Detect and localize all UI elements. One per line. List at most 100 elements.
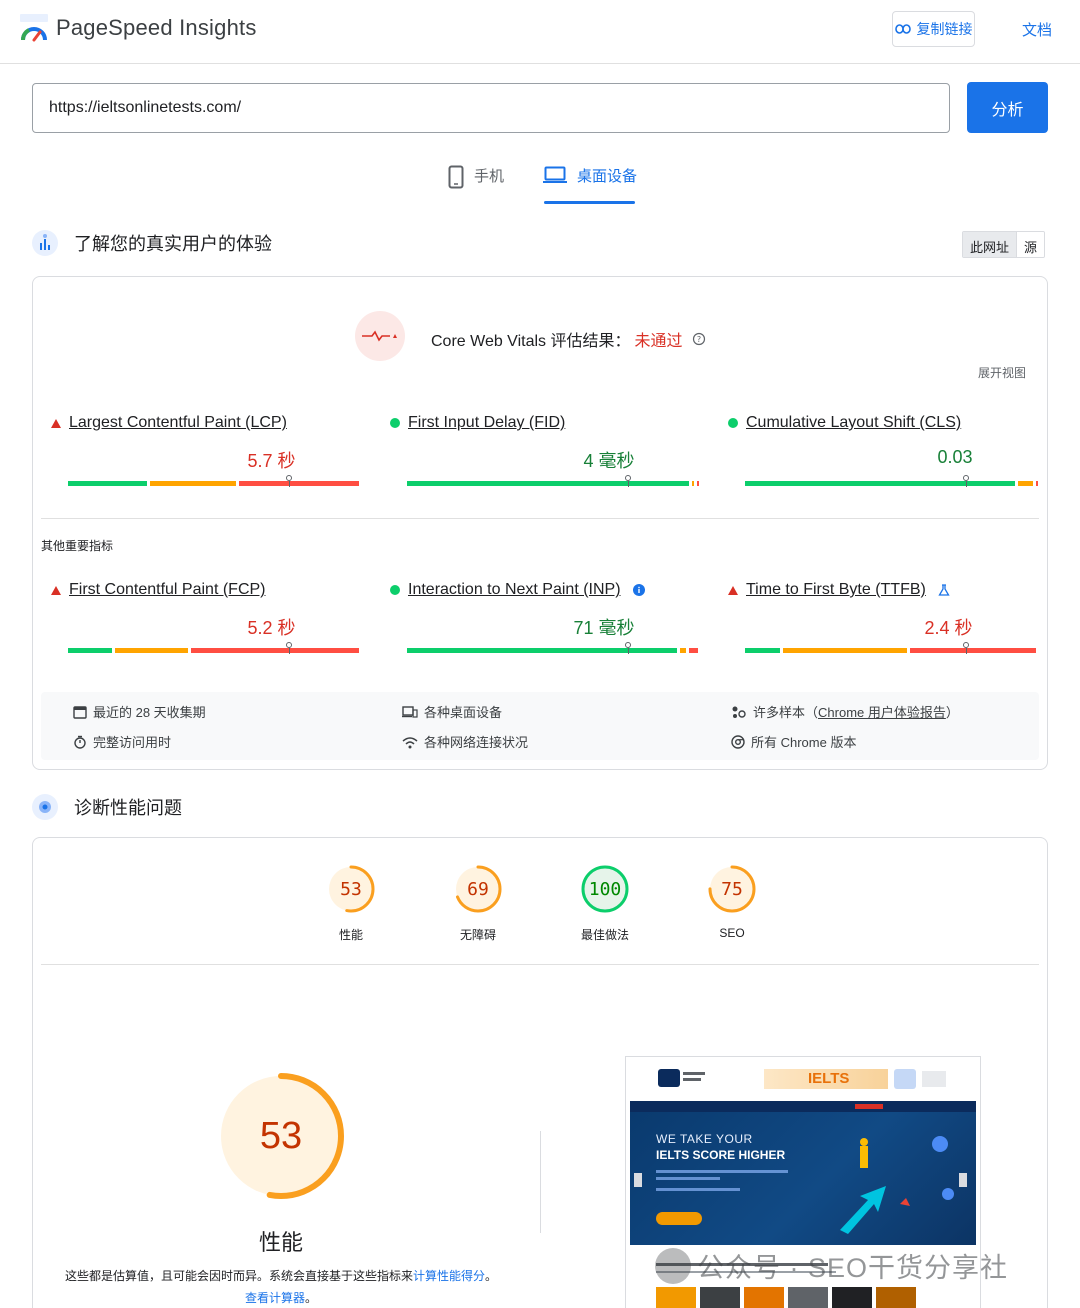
app-title: PageSpeed Insights bbox=[56, 15, 257, 40]
watermark-text: 公众号 · SEO干货分享社 bbox=[697, 1253, 1009, 1283]
metric-name-link[interactable]: First Input Delay (FID) bbox=[408, 414, 566, 431]
crux-report-link[interactable]: Chrome 用户体验报告 bbox=[818, 705, 946, 720]
score-value: 53 bbox=[340, 878, 362, 900]
copy-link-label: 复制链接 bbox=[916, 21, 973, 37]
core-web-vitals-card: Core Web Vitals 评估结果： 未通过 ? 展开视图 Largest… bbox=[32, 276, 1048, 770]
score-ring bbox=[581, 865, 629, 913]
metric-distribution-bar bbox=[68, 642, 362, 654]
toggle-this-url[interactable]: 此网址 bbox=[963, 232, 1018, 257]
url-input[interactable] bbox=[32, 83, 950, 133]
bar-average-segment bbox=[692, 481, 695, 486]
calc-score-link[interactable]: 计算性能得分 bbox=[412, 1269, 485, 1283]
score-gauge[interactable]: 53 bbox=[325, 863, 377, 915]
thumb-tile bbox=[788, 1287, 828, 1308]
bar-good-segment bbox=[407, 481, 690, 486]
thumb-next-arrow-icon bbox=[959, 1173, 967, 1187]
desc-sep: 。 bbox=[485, 1269, 498, 1283]
p75-marker-icon bbox=[962, 642, 969, 654]
metric-value: 4 毫秒 bbox=[583, 451, 635, 471]
score-gauge[interactable]: 100 bbox=[579, 863, 631, 915]
metric-distribution-bar bbox=[407, 475, 701, 487]
lighthouse-target-icon bbox=[32, 794, 58, 820]
docs-link[interactable]: 文档 bbox=[1022, 22, 1053, 39]
svg-text:?: ? bbox=[697, 335, 701, 344]
thumb-prev-arrow-icon bbox=[634, 1173, 642, 1187]
good-status-icon bbox=[728, 418, 738, 428]
performance-description: 这些都是估算值，且可能会因时而异。系统会直接基于这些指标来计算性能得分。查看计算… bbox=[63, 1265, 499, 1308]
performance-gauge-large: 53 bbox=[216, 1071, 346, 1201]
wechat-icon bbox=[655, 1247, 691, 1284]
info-network-text: 各种网络连接状况 bbox=[424, 735, 529, 750]
metric-inp: Interaction to Next Paint (INP) 71 毫秒 bbox=[390, 581, 698, 654]
metric-name-link[interactable]: Interaction to Next Paint (INP) bbox=[408, 581, 621, 598]
info-samples: 许多样本（ Chrome 用户体验报告） bbox=[731, 702, 959, 721]
p75-marker-icon bbox=[285, 475, 292, 487]
bar-poor-segment bbox=[1036, 481, 1039, 486]
diagnose-header: 诊断性能问题 bbox=[32, 794, 182, 820]
top-bar: PageSpeed Insights 复制链接 文档 bbox=[0, 0, 1080, 64]
bar-average-segment bbox=[783, 648, 907, 653]
help-icon[interactable]: ? bbox=[692, 332, 706, 346]
bar-poor-segment bbox=[909, 648, 1036, 653]
performance-title: 性能 bbox=[258, 1230, 303, 1255]
score-ring bbox=[454, 865, 502, 913]
laptop-icon bbox=[543, 166, 567, 183]
performance-ring bbox=[218, 1073, 344, 1199]
other-metrics-label: 其他重要指标 bbox=[41, 539, 114, 553]
cwv-result: 未通过 bbox=[634, 333, 683, 350]
thumb-tile bbox=[700, 1287, 740, 1308]
tab-mobile[interactable]: 手机 bbox=[448, 165, 504, 205]
app-logo[interactable]: PageSpeed Insights bbox=[20, 14, 257, 42]
desc-end: 。 bbox=[305, 1291, 318, 1305]
analyze-button[interactable]: 分析 bbox=[967, 82, 1048, 133]
score-value: 69 bbox=[467, 878, 489, 900]
info-samples-suffix: ） bbox=[945, 705, 959, 720]
experimental-flask-icon[interactable] bbox=[938, 584, 950, 596]
metric-name-link[interactable]: Largest Contentful Paint (LCP) bbox=[69, 414, 287, 431]
metric-value: 71 毫秒 bbox=[573, 618, 635, 638]
score-gauge[interactable]: 69 bbox=[452, 863, 504, 915]
p75-marker-icon bbox=[624, 642, 631, 654]
expand-view-link[interactable]: 展开视图 bbox=[978, 366, 1027, 380]
tab-desktop[interactable]: 桌面设备 bbox=[543, 165, 637, 205]
poor-status-icon bbox=[51, 586, 61, 595]
p75-marker-icon bbox=[962, 475, 969, 487]
info-icon[interactable] bbox=[632, 584, 645, 596]
bar-poor-segment bbox=[238, 481, 359, 486]
url-origin-toggle[interactable]: 此网址 源 bbox=[962, 231, 1046, 258]
thumb-tile bbox=[656, 1287, 696, 1308]
cwv-title-text: Core Web Vitals 评估结果： bbox=[431, 333, 631, 350]
copy-link-button[interactable]: 复制链接 bbox=[892, 11, 975, 47]
metric-name-link[interactable]: First Contentful Paint (FCP) bbox=[69, 581, 266, 598]
thumb-hero-line1: WE TAKE YOUR bbox=[656, 1132, 753, 1146]
gauges-divider bbox=[41, 964, 1039, 965]
metric-ttfb: Time to First Byte (TTFB) 2.4 秒 bbox=[728, 581, 1036, 654]
metric-name-link[interactable]: Cumulative Layout Shift (CLS) bbox=[746, 414, 962, 431]
cwv-assessment: Core Web Vitals 评估结果： 未通过 ? bbox=[431, 327, 706, 351]
metric-title: Largest Contentful Paint (LCP) bbox=[51, 414, 351, 432]
mobile-phone-icon bbox=[448, 165, 464, 189]
field-data-title: 了解您的真实用户的体验 bbox=[74, 234, 272, 254]
thumb-content-text bbox=[656, 1271, 836, 1273]
diagnose-title: 诊断性能问题 bbox=[74, 798, 182, 818]
bar-good-segment bbox=[68, 481, 148, 486]
score-label: SEO bbox=[719, 926, 745, 940]
p75-marker-icon bbox=[624, 475, 631, 487]
tab-mobile-label: 手机 bbox=[474, 168, 505, 185]
thumb-nav-cta bbox=[855, 1104, 883, 1109]
thumb-hero: WE TAKE YOUR IELTS SCORE HIGHER bbox=[630, 1112, 976, 1245]
calculator-link[interactable]: 查看计算器 bbox=[244, 1291, 305, 1305]
metric-fid: First Input Delay (FID) 4 毫秒 bbox=[390, 414, 700, 487]
metric-distribution-bar bbox=[745, 642, 1039, 654]
score-gauge[interactable]: 75 bbox=[706, 863, 758, 915]
thumb-banner-text: IELTS bbox=[808, 1070, 850, 1087]
cwv-fail-icon bbox=[355, 311, 405, 361]
page-screenshot-thumbnail[interactable]: IELTS WE TAKE YOUR IELTS SCORE HIGHER bbox=[625, 1056, 981, 1308]
info-chrome: 所有 Chrome 版本 bbox=[731, 732, 856, 751]
metric-name-link[interactable]: Time to First Byte (TTFB) bbox=[746, 581, 926, 598]
thumb-tile bbox=[876, 1287, 916, 1308]
score-label: 无障碍 bbox=[459, 928, 496, 942]
bar-average-segment bbox=[680, 648, 687, 653]
bar-average-segment bbox=[115, 648, 189, 653]
toggle-origin[interactable]: 源 bbox=[1017, 232, 1045, 257]
